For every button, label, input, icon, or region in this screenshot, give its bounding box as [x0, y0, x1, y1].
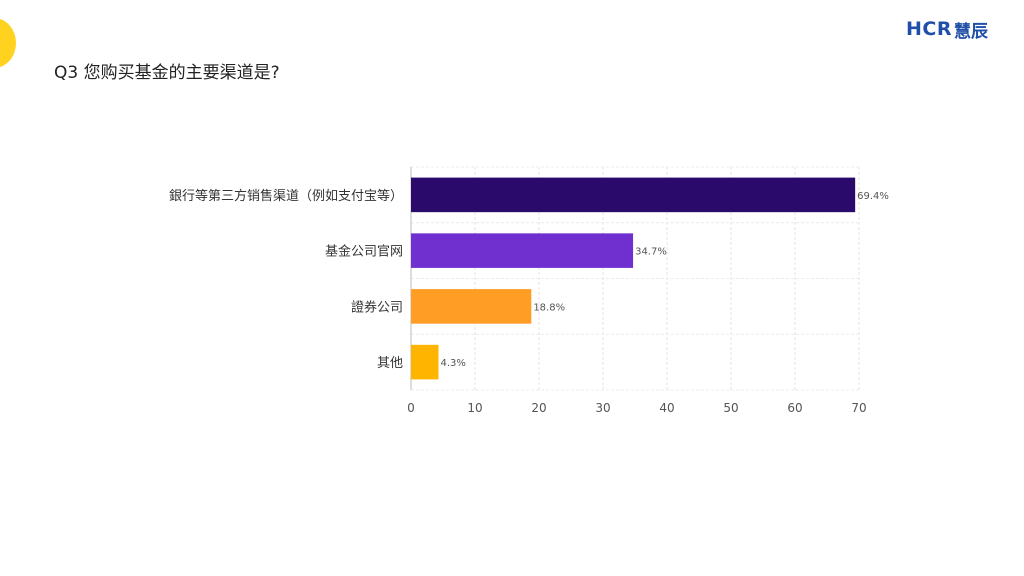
x-tick-label: 0 — [407, 401, 415, 415]
category-label: 銀行等第三方销售渠道（例如支付宝等） — [169, 188, 403, 204]
x-tick-label: 40 — [659, 401, 674, 415]
brand-logo: HCR 慧辰 — [906, 18, 988, 42]
category-label: 基金公司官网 — [325, 244, 403, 260]
bar — [411, 344, 439, 380]
bar — [411, 289, 532, 324]
corner-decoration — [0, 18, 16, 68]
page-title: Q3 您购买基金的主要渠道是? — [54, 63, 280, 83]
bar — [411, 177, 856, 213]
x-tick-label: 70 — [851, 401, 866, 415]
x-tick-label: 60 — [787, 401, 802, 415]
data-label: 34.7% — [635, 247, 667, 258]
data-label: 18.8% — [533, 302, 565, 313]
x-tick-label: 30 — [595, 401, 610, 415]
category-label: 證券公司 — [351, 299, 403, 315]
logo-latin-text: HCR — [906, 18, 952, 40]
data-label: 4.3% — [441, 358, 466, 369]
logo-cjk-text: 慧辰 — [954, 21, 988, 42]
x-tick-label: 20 — [531, 401, 546, 415]
category-label: 其他 — [377, 356, 403, 371]
x-tick-label: 50 — [723, 401, 738, 415]
x-tick-label: 10 — [467, 401, 482, 415]
data-label: 69.4% — [857, 191, 889, 202]
bar — [411, 233, 634, 268]
